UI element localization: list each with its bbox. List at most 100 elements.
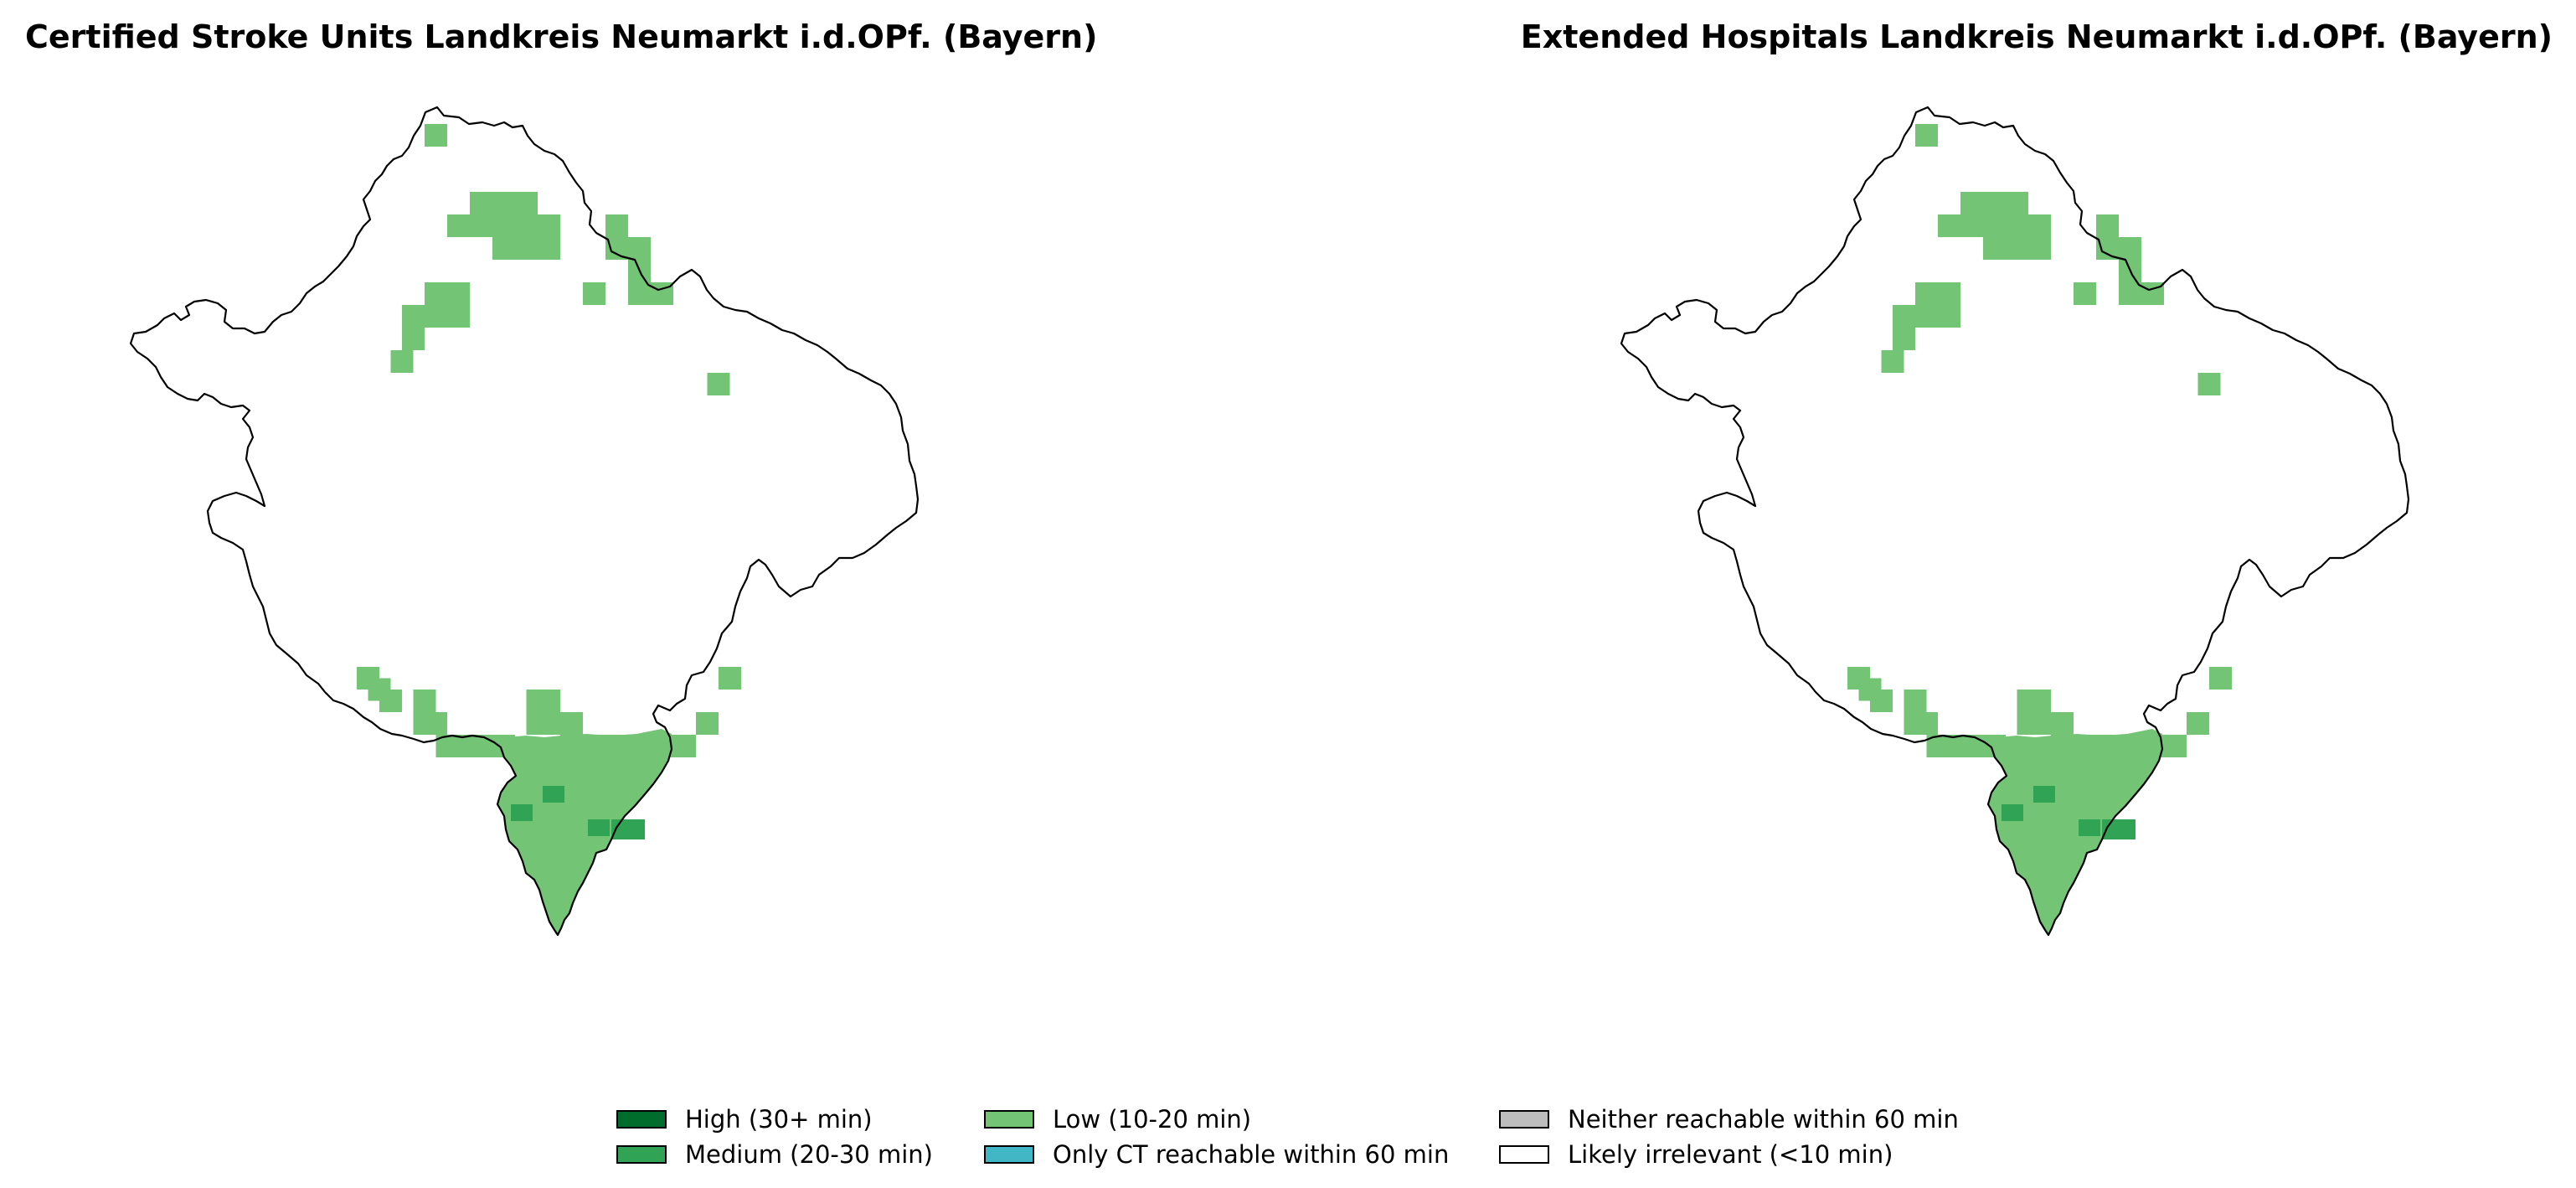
coverage-cell-low [447, 214, 470, 237]
coverage-cell-low [379, 690, 402, 712]
coverage-cell-low [1915, 282, 1938, 305]
coverage-cell-low [560, 712, 583, 735]
coverage-cell-low [458, 735, 482, 757]
coverage-cell-low [2096, 735, 2119, 757]
legend-item-high: High (30+ min) [616, 1104, 873, 1134]
district-boundary [129, 106, 920, 937]
coverage-cell-low [2164, 735, 2187, 757]
coverage-cell-low [2096, 214, 2119, 237]
coverage-cell-low [696, 712, 719, 735]
coverage-cell-low [538, 237, 560, 260]
coverage-cell-low [1983, 237, 2006, 260]
coverage-cell-low [707, 373, 730, 395]
legend-label-low: Low (10-20 min) [1053, 1105, 1252, 1134]
coverage-cell-low [628, 282, 651, 305]
coverage-cell-low [413, 690, 436, 712]
coverage-cell-low [538, 214, 560, 237]
map-title-certified-stroke-units: Certified Stroke Units Landkreis Neumark… [25, 18, 1098, 55]
coverage-cell-low [2074, 282, 2096, 305]
legend-swatch-ct-only [984, 1145, 1034, 1164]
coverage-cell-low [402, 305, 425, 328]
coverage-cell-medium [2102, 819, 2136, 839]
coverage-cell-low [583, 282, 605, 305]
coverage-cell-medium [611, 819, 645, 839]
coverage-cell-low [2028, 690, 2051, 712]
coverage-cell-low [1983, 192, 2006, 214]
coverage-cell-low [2051, 735, 2074, 757]
coverage-cell-low [628, 237, 651, 260]
legend-item-ct-only: Only CT reachable within 60 min [984, 1139, 1449, 1170]
legend-swatch-irrelevant [1499, 1145, 1549, 1164]
coverage-cell-low [1949, 735, 1972, 757]
coverage-cell-low [1915, 124, 1938, 147]
coverage-cell-low [2187, 712, 2209, 735]
coverage-cell-low [2209, 667, 2232, 690]
legend-item-irrelevant: Likely irrelevant (<10 min) [1499, 1139, 1893, 1170]
coverage-cell-low [425, 712, 447, 735]
coverage-cell-low [1960, 192, 1983, 214]
coverage-cell-low [628, 735, 651, 757]
coverage-cell-low [2074, 735, 2096, 757]
coverage-cell-low [1938, 282, 1960, 305]
coverage-cell-medium [588, 819, 610, 836]
coverage-cell-low [2119, 735, 2141, 757]
coverage-cell-low [2051, 712, 2074, 735]
map-certified-stroke-units [129, 106, 920, 937]
coverage-cell-low [470, 192, 492, 214]
legend-swatch-medium [616, 1145, 667, 1164]
coverage-cell-low [2028, 712, 2051, 735]
map-title-extended-hospitals: Extended Hospitals Landkreis Neumarkt i.… [1520, 18, 2553, 55]
coverage-cell-low [1938, 305, 1960, 328]
legend-item-medium: Medium (20-30 min) [616, 1139, 933, 1170]
coverage-cell-low [425, 305, 447, 328]
coverage-cell-low [1915, 712, 1938, 735]
coverage-cell-low [470, 214, 492, 237]
coverage-cell-low [583, 735, 605, 757]
coverage-cell-low [673, 735, 696, 757]
coverage-cell-low [447, 305, 470, 328]
coverage-cell-low [402, 328, 425, 350]
legend-label-neither: Neither reachable within 60 min [1568, 1105, 1959, 1134]
coverage-cell-medium [511, 804, 533, 821]
coverage-cell-low [2006, 237, 2028, 260]
coverage-cell-low [492, 192, 515, 214]
coverage-cell-low [1893, 305, 1915, 328]
coverage-cell-low [2119, 282, 2141, 305]
coverage-cell-medium [2033, 786, 2055, 803]
coverage-cell-low [515, 192, 538, 214]
coverage-cell-low [492, 214, 515, 237]
coverage-cell-low [425, 124, 447, 147]
legend: High (30+ min) Medium (20-30 min) Low (1… [0, 1104, 2576, 1188]
legend-item-neither: Neither reachable within 60 min [1499, 1104, 1959, 1134]
coverage-area-low-south [1988, 729, 2162, 935]
coverage-cell-low [1915, 305, 1938, 328]
coverage-cell-low [515, 214, 538, 237]
coverage-cell-low [605, 214, 628, 237]
coverage-cell-low [1870, 690, 1893, 712]
coverage-cell-low [515, 237, 538, 260]
legend-swatch-high [616, 1110, 667, 1129]
coverage-cell-low [2006, 192, 2028, 214]
coverage-cell-low [1893, 328, 1915, 350]
coverage-cell-low [560, 735, 583, 757]
coverage-cell-low [2197, 373, 2221, 395]
coverage-cell-low [1983, 214, 2006, 237]
legend-swatch-low [984, 1110, 1034, 1129]
coverage-cell-low [2006, 214, 2028, 237]
coverage-cell-medium [2079, 819, 2100, 836]
coverage-area-low-south [497, 729, 672, 935]
coverage-cell-medium [2002, 804, 2023, 821]
coverage-cell-low [1960, 214, 1983, 237]
coverage-cell-low [538, 690, 560, 712]
district-boundary [1620, 106, 2410, 937]
coverage-cell-low [492, 237, 515, 260]
legend-swatch-neither [1499, 1110, 1549, 1129]
legend-item-low: Low (10-20 min) [984, 1104, 1251, 1134]
coverage-cell-low [425, 282, 447, 305]
coverage-cell-low [1881, 350, 1904, 373]
coverage-cell-medium [543, 786, 564, 803]
map-extended-hospitals [1620, 106, 2410, 937]
coverage-cell-low [538, 712, 560, 735]
coverage-cell-low [2028, 214, 2051, 237]
coverage-cell-low [2119, 237, 2141, 260]
